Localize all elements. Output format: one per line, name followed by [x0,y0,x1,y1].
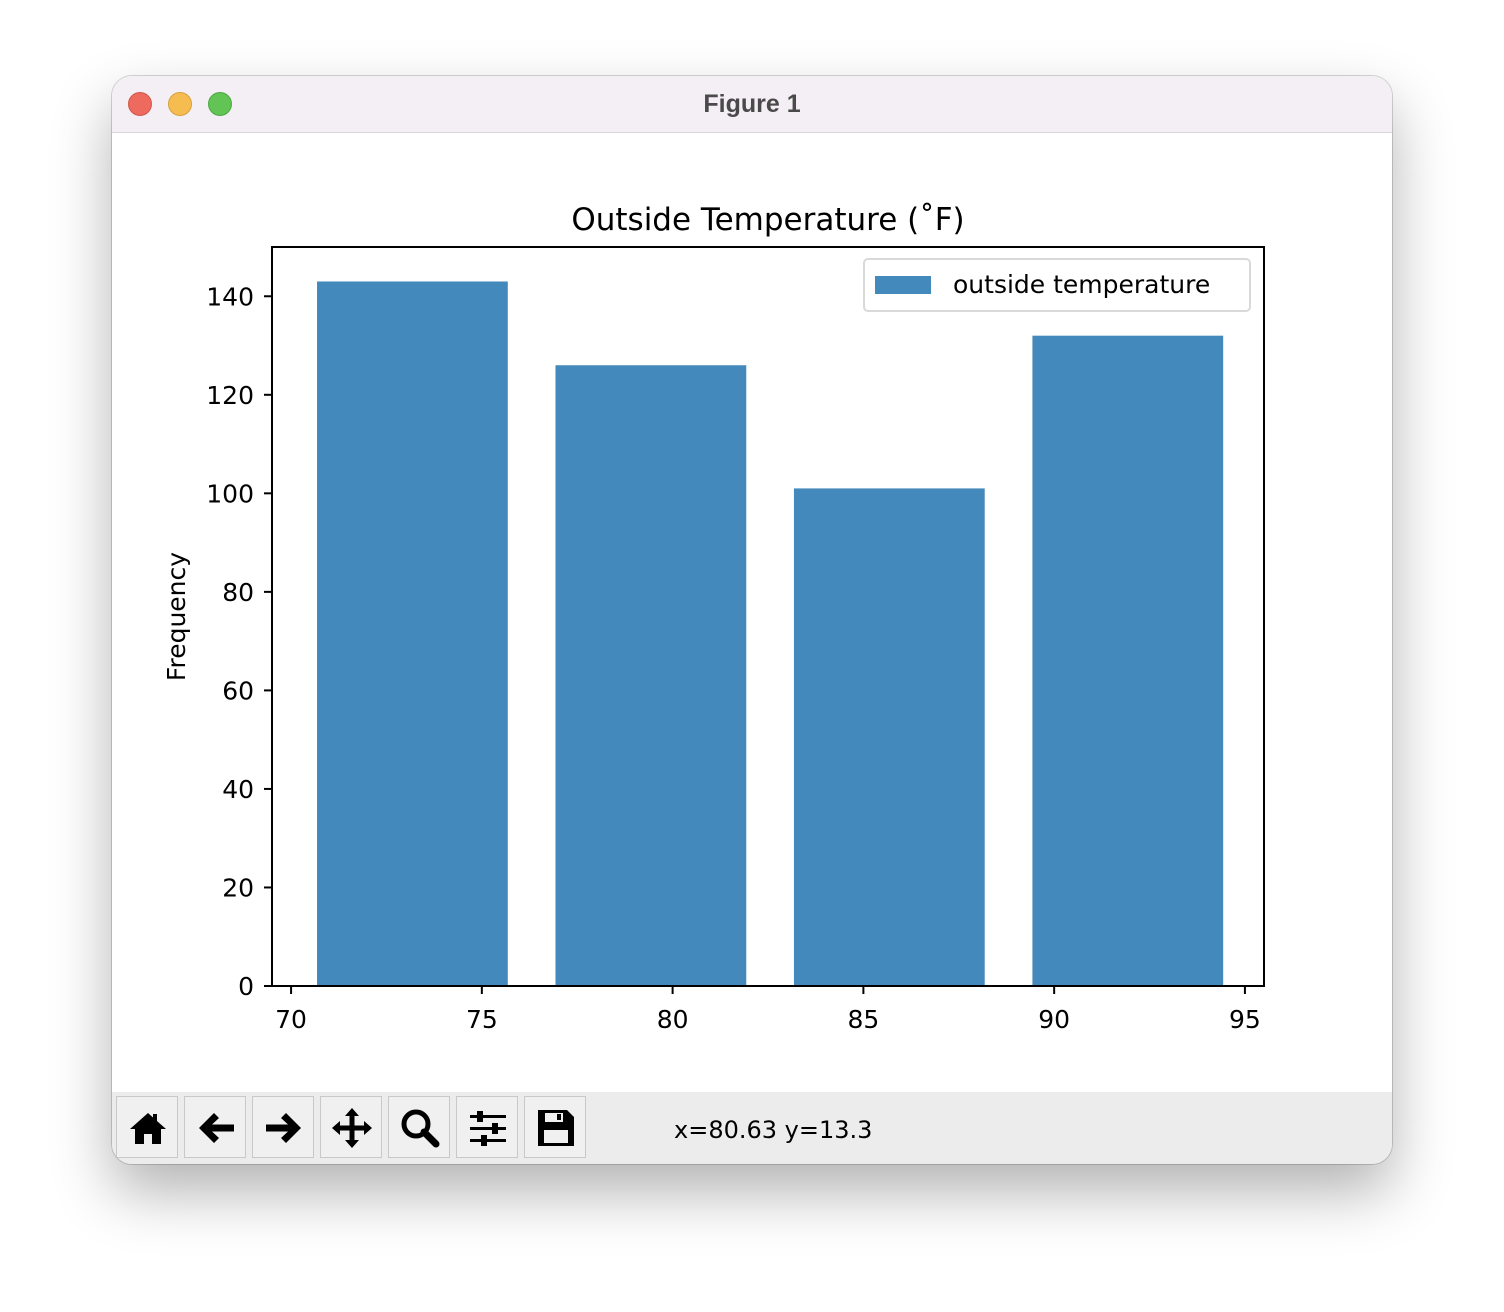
x-tick-label: 90 [1038,1005,1070,1034]
figure-window: Figure 1 70 75 80 85 90 95 0 20 40 60 80 100 120 140 … [112,76,1392,1164]
bars-layer [317,281,1224,986]
pan-icon [332,1108,372,1148]
configure-subplots-button[interactable] [456,1096,518,1158]
bar-chart: 70 75 80 85 90 95 0 20 40 60 80 100 120 140 Outside T… [162,202,1265,1034]
y-tick-label: 140 [206,282,254,311]
legend-label: outside temperature [953,270,1210,299]
back-button[interactable] [184,1096,246,1158]
configure-subplots-icon [470,1111,506,1146]
y-tick-label: 0 [238,972,254,1001]
navigation-toolbar: x=80.63 y=13.3 [112,1092,1392,1164]
histogram-bar-3 [793,488,985,986]
chart-title: Outside Temperature (˚F) [571,202,964,238]
forward-button[interactable] [252,1096,314,1158]
legend: outside temperature [863,258,1251,312]
home-button[interactable] [116,1096,178,1158]
figure-canvas[interactable]: 70 75 80 85 90 95 0 20 40 60 80 100 120 140 Outside T… [112,133,1392,1092]
y-tick-label: 20 [222,873,254,902]
y-axis-label: Frequency [162,552,191,681]
x-tick-label: 75 [466,1005,498,1034]
ticks-layer: 70 75 80 85 90 95 0 20 40 60 80 100 120 140 [206,282,1261,1034]
zoom-icon [401,1109,440,1148]
y-tick-label: 60 [222,676,254,705]
save-button[interactable] [524,1096,586,1158]
x-tick-label: 70 [275,1005,307,1034]
cursor-coordinates: x=80.63 y=13.3 [674,1116,873,1144]
legend-box [863,258,1251,312]
y-tick-label: 120 [206,381,254,410]
histogram-bar-4 [1032,335,1224,986]
histogram-bar-1 [317,281,508,986]
y-tick-label: 40 [222,775,254,804]
forward-arrow-icon [266,1113,301,1143]
back-arrow-icon [199,1113,234,1143]
legend-swatch [875,276,931,294]
y-tick-label: 80 [222,578,254,607]
home-icon [130,1113,166,1144]
title-bar: Figure 1 [112,76,1392,133]
window-title: Figure 1 [703,90,801,118]
x-tick-label: 95 [1229,1005,1261,1034]
pan-button[interactable] [320,1096,382,1158]
minimize-window-button[interactable] [168,92,192,116]
y-tick-label: 100 [206,479,254,508]
x-tick-label: 85 [847,1005,879,1034]
close-window-button[interactable] [128,92,152,116]
histogram-bar-2 [555,365,747,986]
maximize-window-button[interactable] [208,92,232,116]
axes-frame [271,246,1265,987]
zoom-button[interactable] [388,1096,450,1158]
save-icon [538,1110,574,1146]
x-tick-label: 80 [657,1005,689,1034]
